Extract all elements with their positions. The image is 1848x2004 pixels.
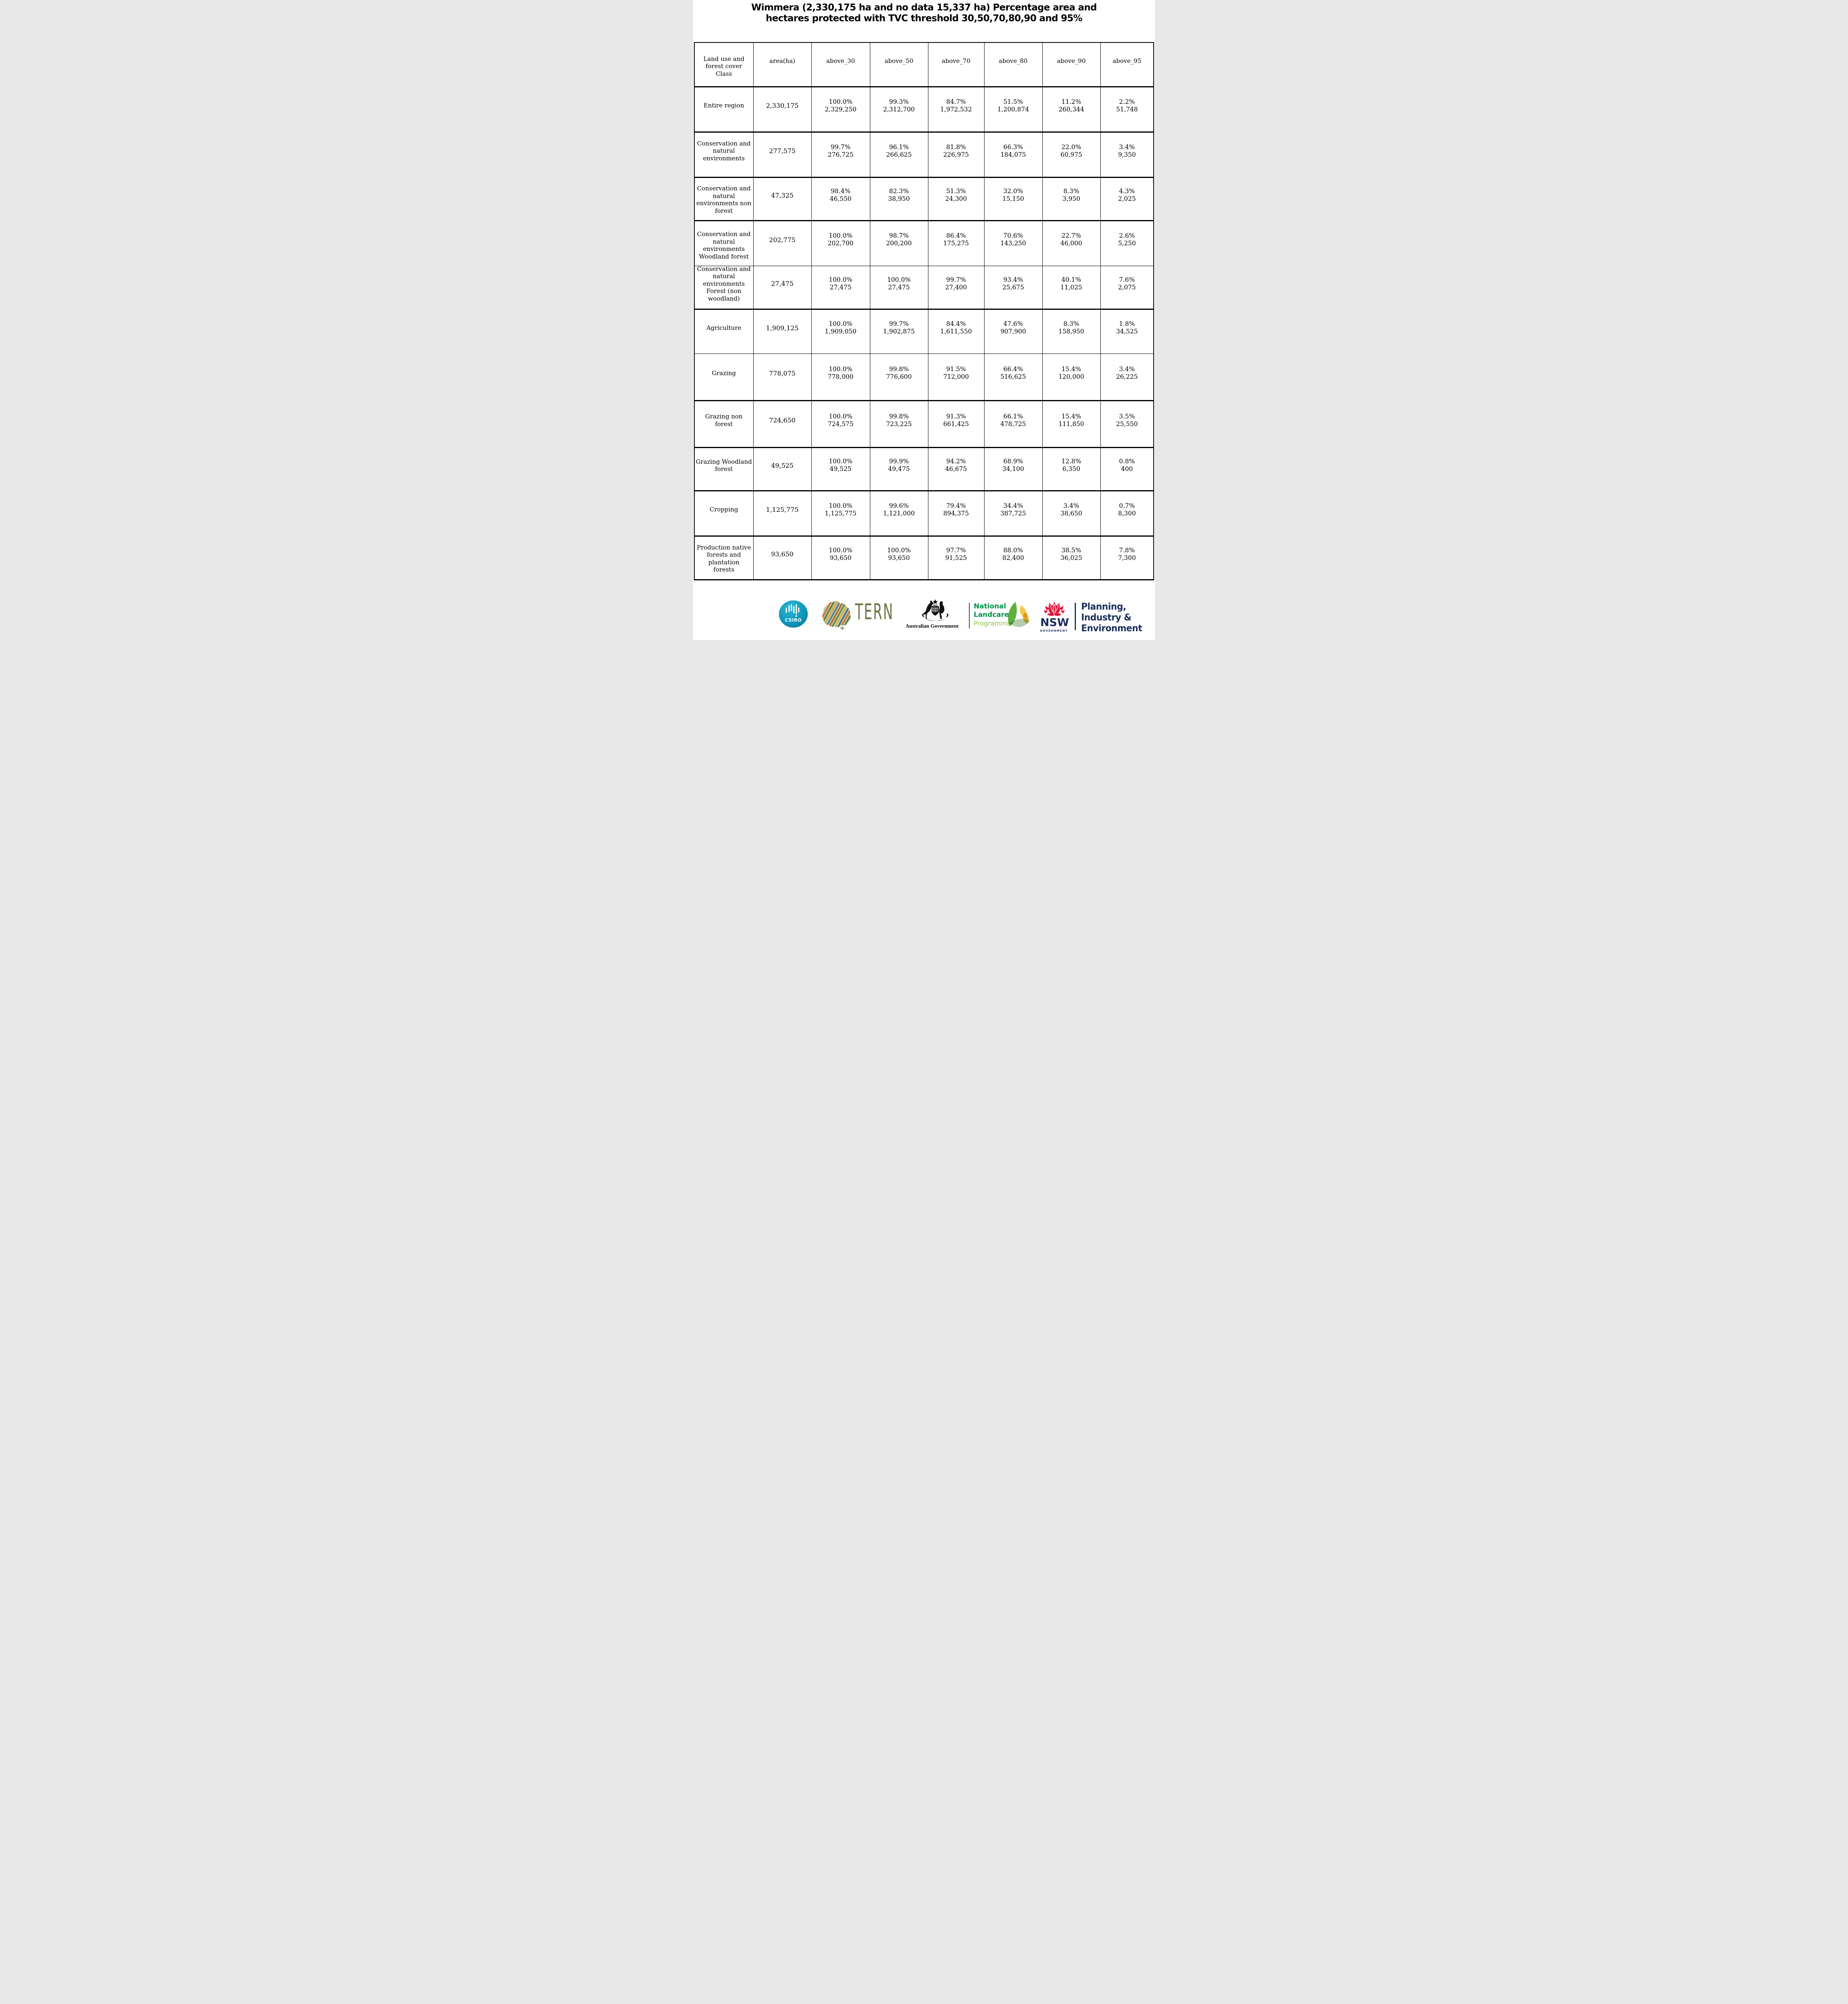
table-row-grazing-non-forest: Grazing non forest 724,650 100.0% 724,575… xyxy=(694,400,1154,448)
australian-government-label: Australian Government xyxy=(905,623,959,629)
land-use-table: Land use and forest cover Class area(ha)… xyxy=(694,42,1154,580)
col-header-above70: above_70 xyxy=(928,42,984,87)
table-row-grazing-woodland-forest: Grazing Woodland forest 49,525 100.0% 49,… xyxy=(694,447,1154,491)
tern-australia-map-icon xyxy=(822,601,851,630)
csiro-logo: CSIRO xyxy=(779,600,808,628)
australian-coat-of-arms-icon xyxy=(922,599,948,621)
report-page: Wimmera (2,330,175 ha and no data 15,337… xyxy=(693,0,1155,640)
logo-strip: CSIRO TERN xyxy=(693,596,1155,638)
col-header-above95: above_95 xyxy=(1100,42,1154,87)
nsw-waratah-icon xyxy=(1043,602,1065,616)
table-row-conservation-forest-non-woodland: Conservation and natural environments Fo… xyxy=(694,265,1154,310)
tern-wordmark: TERN xyxy=(855,599,894,624)
nsw-wordmark: NSW xyxy=(1040,616,1069,629)
table-row-agriculture: Agriculture 1,909,125 100.0% 1,909,050 99… xyxy=(694,309,1154,354)
table-row-grazing: Grazing 778,075 100.0% 778,000 99.8% 776,6… xyxy=(694,354,1154,401)
divider xyxy=(969,603,970,628)
col-header-above80: above_80 xyxy=(984,42,1042,87)
csiro-wordmark: CSIRO xyxy=(784,617,802,623)
landcare-leaf-icon xyxy=(1008,602,1030,627)
col-header-above90: above_90 xyxy=(1042,42,1100,87)
col-header-above30: above_30 xyxy=(811,42,870,87)
table-row-conservation: Conservation and natural environments 27… xyxy=(694,132,1154,178)
col-header-class: Land use and forest cover Class xyxy=(694,42,753,87)
table-row-conservation-woodland: Conservation and natural environments Wo… xyxy=(694,220,1154,266)
landcare-wordmark: National Landcare Programme xyxy=(974,602,1011,628)
planning-industry-environment-label: Planning, Industry & Environment xyxy=(1081,602,1142,634)
landcare-line1: National xyxy=(974,602,1006,610)
table-row-cropping: Cropping 1,125,775 100.0% 1,125,775 99.6%… xyxy=(694,491,1154,537)
table-row-entire-region: Entire region 2,330,175 100.0% 2,329,250 … xyxy=(694,87,1154,133)
col-header-area: area(ha) xyxy=(753,42,811,87)
nsw-government-label: GOVERNMENT xyxy=(1040,629,1068,632)
page-title: Wimmera (2,330,175 ha and no data 15,337… xyxy=(751,2,1097,24)
col-header-above50: above_50 xyxy=(869,42,928,87)
landcare-line2: Landcare xyxy=(974,611,1009,619)
table-row-conservation-non-forest: Conservation and natural environments no… xyxy=(694,177,1154,221)
table-row-production-forests: Production native forests and plantation… xyxy=(694,536,1154,580)
csiro-wave-icon xyxy=(786,607,787,613)
landcare-line3: Programme xyxy=(974,620,1011,627)
divider-navy xyxy=(1075,603,1076,630)
header-row: Land use and forest cover Class area(ha)… xyxy=(694,42,1154,87)
